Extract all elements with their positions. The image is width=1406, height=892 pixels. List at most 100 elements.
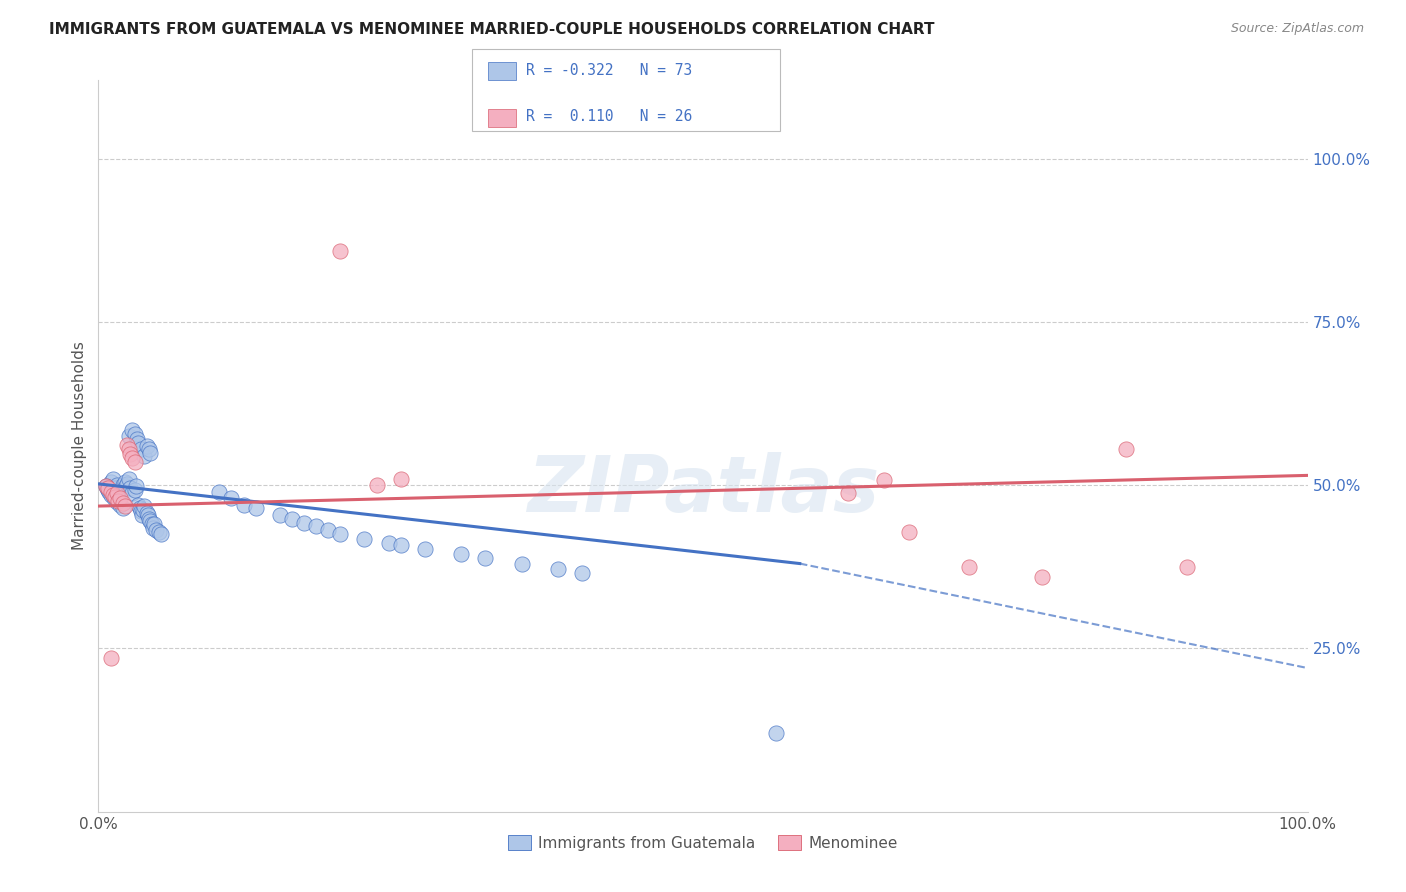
Point [107,484,129,499]
Point [104,490,127,504]
Text: R = -0.322   N = 73: R = -0.322 N = 73 [526,63,692,78]
Point [329,244,352,259]
Point [135,439,157,453]
Point [389,472,412,486]
Point [124,483,146,498]
Point [281,512,304,526]
Point [104,482,127,496]
Text: Source: ZipAtlas.com: Source: ZipAtlas.com [1230,22,1364,36]
Point [138,442,160,457]
Point [121,486,143,500]
Point [118,429,141,443]
Point [124,455,146,469]
Point [105,494,128,508]
Point [765,726,787,740]
Point [101,472,124,486]
Point [134,499,156,513]
Point [329,527,352,541]
Point [571,566,593,581]
Point [111,478,134,492]
Point [108,483,131,498]
Point [114,475,136,489]
Point [121,450,143,465]
Point [121,423,143,437]
Point [837,486,859,500]
Point [114,499,136,513]
Point [127,433,149,447]
Point [105,478,128,492]
Point [150,527,173,541]
Point [141,517,163,532]
Point [94,479,117,493]
Point [108,486,131,500]
Point [127,498,149,512]
Point [111,496,134,510]
Point [134,449,156,463]
Point [450,547,472,561]
Point [142,521,165,535]
Point [269,508,291,522]
Point [245,501,267,516]
Point [292,516,315,530]
Point [118,442,141,457]
Point [118,447,141,461]
Point [100,488,122,502]
Text: ZIPatlas: ZIPatlas [527,452,879,528]
Point [97,483,120,498]
Point [1175,559,1198,574]
Point [117,438,139,452]
Point [125,479,148,493]
Point [129,442,152,457]
Text: R =  0.110   N = 26: R = 0.110 N = 26 [526,110,692,124]
Point [136,508,159,522]
Point [1031,569,1053,583]
Point [100,486,122,500]
Point [957,559,980,574]
Point [105,486,128,500]
Point [316,523,339,537]
Point [127,435,149,450]
Point [100,651,122,665]
Point [100,475,122,489]
Point [98,484,121,499]
Point [101,488,124,502]
Point [118,482,141,496]
Point [873,473,896,487]
Point [111,501,134,516]
Point [232,498,254,512]
Point [208,484,231,499]
Point [377,535,399,549]
Point [96,482,118,496]
Point [94,479,117,493]
Point [124,427,146,442]
Point [145,523,167,537]
Point [100,484,122,499]
Legend: Immigrants from Guatemala, Menominee: Immigrants from Guatemala, Menominee [502,829,904,856]
Point [103,491,125,506]
Point [132,503,155,517]
Point [139,445,162,459]
Text: IMMIGRANTS FROM GUATEMALA VS MENOMINEE MARRIED-COUPLE HOUSEHOLDS CORRELATION CHA: IMMIGRANTS FROM GUATEMALA VS MENOMINEE M… [49,22,935,37]
Point [897,525,920,540]
Point [474,551,496,566]
Y-axis label: Married-couple Households: Married-couple Households [72,342,87,550]
Point [143,517,166,532]
Point [128,501,150,516]
Point [510,557,533,571]
Point [97,482,120,496]
Point [389,538,412,552]
Point [129,504,152,518]
Point [115,479,138,493]
Point [117,476,139,491]
Point [107,494,129,508]
Point [1115,442,1137,457]
Point [353,532,375,546]
Point [305,518,328,533]
Point [547,562,569,576]
Point [131,508,153,522]
Point [139,514,162,528]
Point [413,542,436,557]
Point [118,472,141,486]
Point [108,498,131,512]
Point [148,525,170,540]
